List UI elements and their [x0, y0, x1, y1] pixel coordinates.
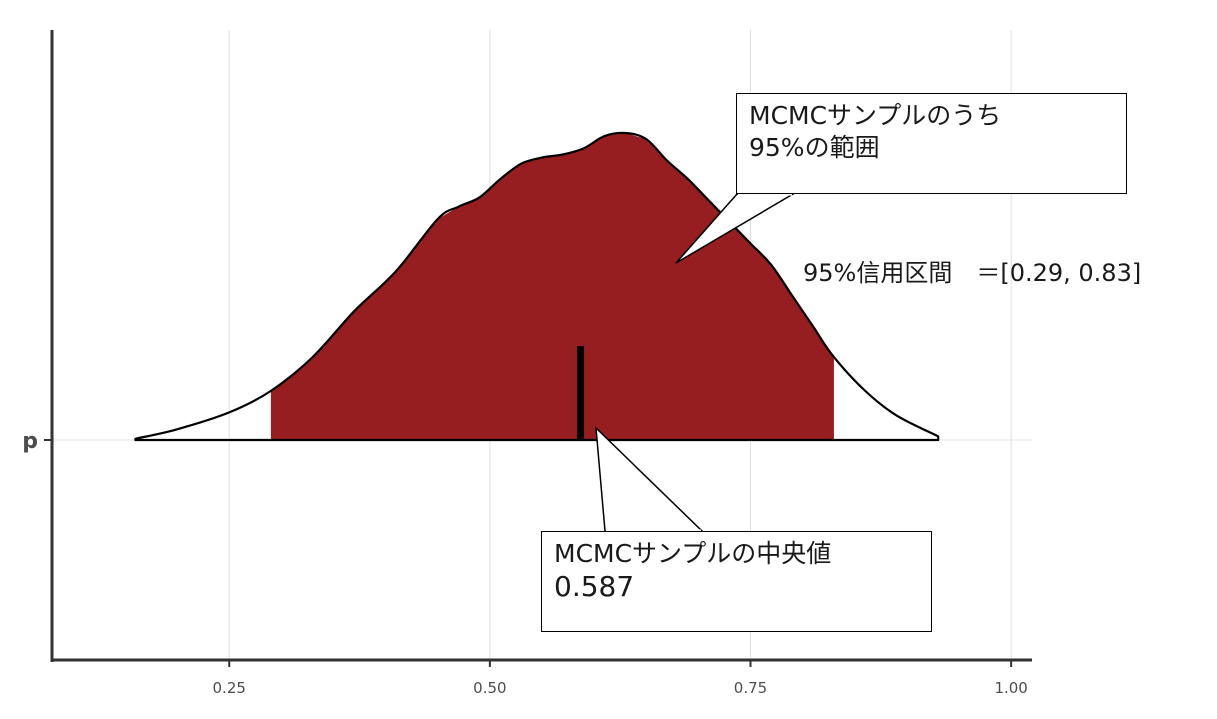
- median-callout-value: 0.587: [554, 570, 635, 603]
- range-callout: MCMCサンプルのうち 95%の範囲: [736, 93, 1127, 194]
- density-marks: [134, 131, 940, 442]
- x-tick-label-0: 0.25: [213, 679, 246, 697]
- y-tick-label-p: p: [22, 429, 38, 454]
- range-callout-line2: 95%の範囲: [749, 133, 880, 162]
- credible-interval-label: 95%信用区間 ＝[0.29, 0.83]: [803, 259, 1142, 287]
- x-tick-label-2: 0.75: [734, 679, 767, 697]
- range-callout-line1: MCMCサンプルのうち: [749, 101, 1002, 130]
- axes: p: [22, 30, 1032, 662]
- median-callout-line1: MCMCサンプルの中央値: [554, 539, 832, 568]
- callout-pointers: [595, 192, 796, 533]
- credible-interval-area: [270, 133, 834, 440]
- median-callout: MCMCサンプルの中央値 0.587: [541, 531, 932, 632]
- x-ticks: 0.25 0.50 0.75 1.00: [213, 660, 1028, 697]
- x-tick-label-3: 1.00: [994, 679, 1027, 697]
- x-tick-label-1: 0.50: [473, 679, 506, 697]
- density-curve: [134, 131, 940, 442]
- median-callout-pointer: [595, 426, 704, 532]
